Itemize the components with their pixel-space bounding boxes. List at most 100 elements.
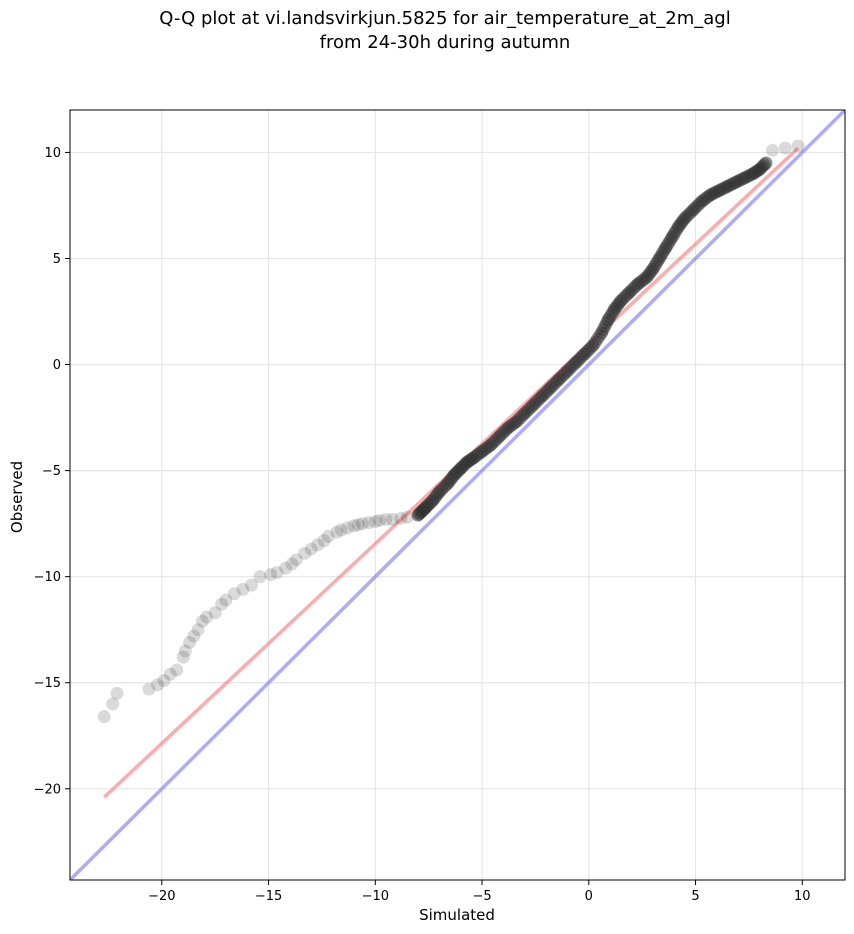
quantile-point (526, 398, 540, 412)
quantile-point (317, 534, 331, 548)
quantile-point (646, 262, 660, 276)
quantile-point (614, 294, 628, 308)
quantile-point (215, 597, 229, 611)
quantile-point (170, 663, 184, 677)
quantile-point (385, 512, 399, 526)
quantile-point (151, 678, 165, 692)
quantile-point (191, 623, 205, 637)
quantile-point (394, 511, 408, 525)
quantile-point (492, 430, 506, 444)
quantile-point (560, 364, 574, 378)
plot-area (70, 110, 845, 880)
quantile-point (163, 667, 177, 681)
y-axis-label: Observed (8, 461, 26, 533)
quantile-point (368, 515, 382, 529)
quantile-point (200, 610, 214, 624)
quantile-point (187, 629, 201, 643)
quantile-point (379, 512, 393, 526)
quantile-point (330, 525, 344, 539)
quantile-point (400, 510, 414, 524)
chart-title-line-2: from 24-30h during autumn (320, 32, 571, 53)
quantile-point (334, 523, 348, 537)
y-tick-label: −15 (34, 676, 61, 691)
quantile-point (142, 682, 156, 696)
quantile-point (304, 542, 318, 556)
quantile-point (759, 156, 773, 170)
x-tick-label: −20 (148, 889, 175, 904)
x-tick-label: 10 (794, 889, 811, 904)
quantile-point (535, 389, 549, 403)
reference-lines (70, 110, 845, 880)
quantile-points (97, 139, 805, 724)
quantile-point (253, 570, 267, 584)
grid (70, 110, 845, 880)
quantile-point (509, 415, 523, 429)
x-tick-label: −5 (472, 889, 491, 904)
quantile-point (543, 381, 557, 395)
quantile-point (236, 582, 250, 596)
y-tick-label: 0 (53, 358, 61, 373)
y-tick-label: 5 (53, 252, 61, 267)
quantile-point (264, 568, 278, 582)
x-tick-label: 0 (585, 889, 593, 904)
x-axis-ticks: −20 −15 −10 −5 0 5 10 (148, 880, 811, 904)
quantile-point (183, 635, 197, 649)
quantile-point (552, 372, 566, 386)
y-axis-ticks: −20 −15 −10 −5 0 5 10 (34, 146, 70, 797)
quantile-point (601, 313, 615, 327)
quantile-point (791, 139, 805, 153)
quantile-point (588, 335, 602, 349)
quantile-point (270, 565, 284, 579)
x-axis-label: Simulated (419, 906, 495, 924)
quantile-point (351, 518, 365, 532)
quantile-point (652, 251, 666, 265)
quantile-point (678, 211, 692, 225)
quantile-point (279, 561, 293, 575)
quantile-point (110, 686, 124, 700)
quantile-point (285, 557, 299, 571)
quantile-point (569, 355, 583, 369)
x-tick-label: 5 (691, 889, 699, 904)
y-tick-label: −10 (34, 570, 61, 585)
quantile-point (778, 141, 792, 155)
quantile-point (355, 517, 369, 531)
quantile-point (244, 578, 258, 592)
y-tick-label: 10 (44, 146, 61, 161)
quantile-point (665, 230, 679, 244)
quantile-point (362, 516, 376, 530)
quantile-point (178, 644, 192, 658)
chart-title-line-1: Q-Q plot at vi.landsvirkjun.5825 for air… (159, 8, 730, 29)
quantile-point (321, 529, 335, 543)
quantile-point (347, 519, 361, 533)
quantile-point (219, 593, 233, 607)
x-tick-label: −15 (255, 889, 282, 904)
quantile-point (432, 485, 446, 499)
quantile-point (106, 697, 120, 711)
quantile-point (176, 650, 190, 664)
quantile-point (208, 606, 222, 620)
quantile-point (373, 513, 387, 527)
identity-line (70, 110, 845, 880)
quantile-point (311, 538, 325, 552)
quantile-point (586, 338, 600, 352)
quantile-point (484, 438, 498, 452)
quantile-point (518, 406, 532, 420)
y-tick-label: −20 (34, 782, 61, 797)
quantile-point (298, 546, 312, 560)
quantile-point (578, 347, 592, 361)
quantile-point (686, 203, 700, 217)
quantile-point (195, 614, 209, 628)
x-tick-label: −10 (362, 889, 389, 904)
quantile-point (289, 553, 303, 567)
quantile-point (595, 326, 609, 340)
y-tick-label: −5 (42, 464, 61, 479)
quantile-point (765, 143, 779, 157)
quantile-point (622, 285, 636, 299)
quantile-point (97, 710, 111, 724)
quantile-point (157, 674, 171, 688)
quantile-point (659, 241, 673, 255)
quantile-point (341, 521, 355, 535)
quantile-point (227, 587, 241, 601)
axes-frame (69, 109, 846, 881)
